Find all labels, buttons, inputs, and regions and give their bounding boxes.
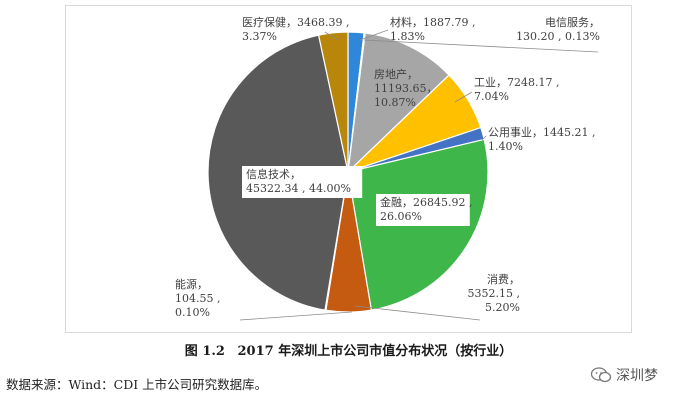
figure-number: 图 1.2	[184, 344, 225, 359]
label-line-4-0: 公用事业，1445.21 ,	[488, 126, 595, 139]
watermark: 深圳梦	[590, 365, 658, 385]
label-line-3-1: 7.04%	[474, 90, 509, 103]
label-line-2-2: 10.87%	[374, 96, 416, 109]
slice-label-5: 金融，26845.92 ,26.06%	[376, 194, 472, 226]
label-line-8-0: 信息技术，	[246, 167, 301, 181]
label-line-6-2: 5.20%	[485, 301, 520, 314]
leader-line-6	[354, 305, 481, 321]
label-line-7-2: 0.10%	[175, 306, 210, 319]
pie-slice-2	[347, 32, 450, 174]
label-line-0-0: 材料，1887.79 ,	[390, 15, 475, 29]
label-line-0-1: 1.83%	[390, 30, 425, 43]
label-line-8-1: 45322.34 , 44.00%	[246, 182, 351, 195]
label-line-7-0: 能源，	[175, 277, 208, 291]
slice-label-2: 房地产，11193.65，10.87%	[374, 67, 438, 109]
label-line-3-0: 工业，7248.17 ,	[474, 76, 559, 89]
leader-line-1	[363, 39, 599, 53]
label-line-5-1: 26.06%	[380, 210, 422, 223]
watermark-text: 深圳梦	[616, 368, 658, 384]
label-line-5-0: 金融，26845.92 ,	[380, 195, 472, 209]
leader-line-9	[324, 31, 339, 41]
slice-label-0: 材料，1887.79 ,1.83%	[390, 15, 475, 43]
label-line-4-1: 1.40%	[488, 140, 523, 153]
slice-label-4: 公用事业，1445.21 ,1.40%	[488, 126, 595, 153]
leader-lines	[239, 29, 599, 321]
label-box-8	[242, 166, 363, 198]
figure-caption: 图 1.2 2017 年深圳上市公司市值分布状况（按行业）	[0, 340, 697, 359]
label-line-1-1: 130.20 , 0.13%	[516, 30, 600, 43]
slice-label-7: 能源，104.55 ,0.10%	[175, 277, 220, 319]
figure-title: 2017 年深圳上市公司市值分布状况（按行业）	[237, 344, 513, 359]
slice-label-3: 工业，7248.17 ,7.04%	[474, 76, 559, 103]
slice-label-1: 电信服务，130.20 , 0.13%	[516, 16, 600, 43]
label-line-1-0: 电信服务，	[545, 16, 600, 29]
chart: 材料，1887.79 ,1.83% 电信服务，130.20 , 0.13% 房地产，…	[65, 5, 632, 333]
slice-label-9: 医疗保健，3468.39 ,3.37%	[242, 15, 349, 43]
leader-line-4	[481, 135, 487, 141]
source-note: 数据来源：Wind：CDI 上市公司研究数据库。	[6, 377, 268, 392]
label-line-6-0: 消费，	[487, 272, 520, 286]
label-line-2-1: 11193.65，	[374, 82, 438, 95]
slice-label-8: 信息技术，45322.34 , 44.00%	[242, 166, 363, 198]
label-line-7-1: 104.55 ,	[175, 292, 220, 305]
leader-line-3	[454, 91, 473, 103]
leader-line-0	[359, 29, 389, 41]
pie-slice-9	[317, 31, 349, 173]
wechat-icon	[590, 367, 612, 383]
label-box-5	[376, 194, 470, 226]
slice-labels: 材料，1887.79 ,1.83% 电信服务，130.20 , 0.13% 房地产，…	[175, 15, 600, 319]
label-line-6-1: 5352.15 ,	[468, 287, 520, 300]
leader-line-7	[239, 311, 353, 321]
slice-label-6: 消费，5352.15 ,5.20%	[468, 272, 520, 314]
label-line-2-0: 房地产，	[374, 67, 418, 81]
label-line-9-0: 医疗保健，3468.39 ,	[242, 15, 349, 29]
label-line-9-1: 3.37%	[242, 30, 277, 43]
